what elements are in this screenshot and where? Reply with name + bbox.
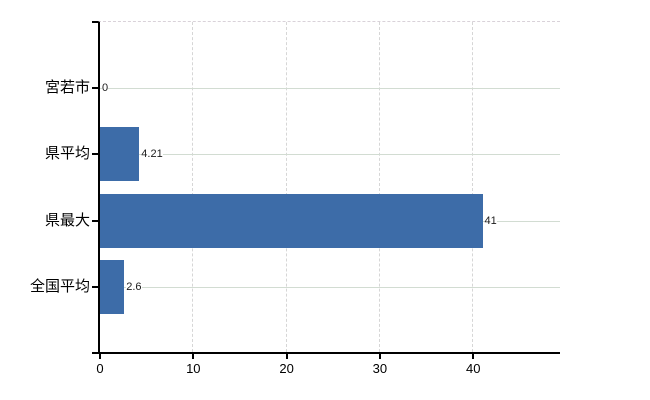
- y-axis-tick: [92, 219, 98, 222]
- x-tick-label: 0: [96, 361, 104, 376]
- y-axis-tick: [92, 21, 98, 23]
- gridline-vertical: [472, 22, 474, 352]
- x-axis-tick: [285, 354, 288, 359]
- x-axis-tick: [192, 354, 195, 359]
- gridline-horizontal: [100, 87, 560, 89]
- gridline-horizontal: [100, 154, 560, 156]
- bar: [100, 127, 140, 182]
- y-axis-tick: [92, 153, 98, 156]
- y-axis-tick: [92, 352, 98, 354]
- value-label: 0: [102, 81, 109, 95]
- value-label: 41: [484, 214, 497, 228]
- y-axis-tick: [92, 286, 98, 289]
- x-axis-tick: [99, 354, 101, 359]
- x-tick-label: 30: [372, 361, 388, 376]
- x-tick-label: 10: [186, 361, 201, 376]
- category-label: 宮若市: [44, 78, 90, 96]
- gridline-horizontal: [100, 287, 560, 289]
- x-tick-label: 40: [465, 361, 481, 376]
- x-tick-label: 20: [279, 361, 294, 376]
- category-label: 県最大: [44, 211, 90, 229]
- gridline-vertical: [378, 22, 380, 352]
- y-axis-tick: [92, 86, 98, 89]
- bar: [100, 193, 483, 248]
- gridline-vertical: [285, 22, 287, 352]
- category-label: 全国平均: [29, 278, 90, 296]
- x-axis-tick: [472, 354, 475, 359]
- value-label: 2.6: [126, 281, 142, 295]
- plot-area: 0 4.21 41 2.6: [98, 21, 560, 354]
- bar: [100, 260, 125, 315]
- value-label: 4.21: [141, 148, 163, 162]
- category-label: 県平均: [44, 145, 90, 163]
- gridline-vertical: [192, 22, 194, 352]
- x-axis-tick: [378, 354, 381, 359]
